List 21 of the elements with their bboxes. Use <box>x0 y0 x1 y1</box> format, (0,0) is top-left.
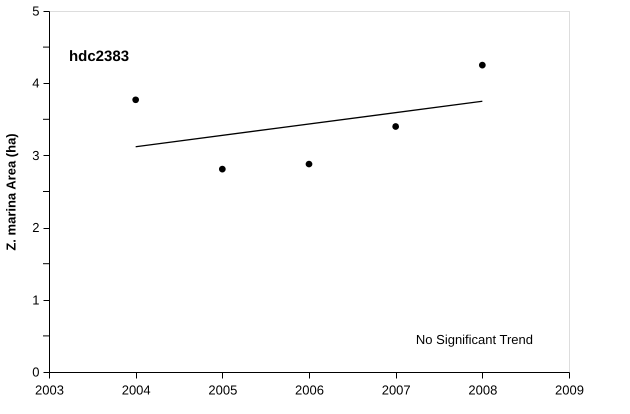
point <box>478 62 486 68</box>
point <box>218 166 226 172</box>
x-tick-label: 2003 <box>35 382 64 398</box>
y-tick-label: 2 <box>32 220 40 236</box>
x-tick-label: 2008 <box>468 382 498 398</box>
point <box>132 96 140 104</box>
x-tick-label: 2004 <box>122 382 151 398</box>
point <box>392 123 400 130</box>
text: hdc2383 <box>69 48 130 65</box>
y-axis-title: Z. marina Area (ha) <box>3 133 18 251</box>
y-tick-label: 0 <box>32 364 40 380</box>
y-tick-label: 4 <box>32 76 40 91</box>
point <box>306 160 312 168</box>
y-tick-label: 5 <box>32 4 40 18</box>
x-tick-label: 2006 <box>295 382 324 398</box>
y-tick-label: 1 <box>32 292 40 308</box>
x-tick-label: 2007 <box>382 382 411 398</box>
annotation: No Significant Trend <box>416 332 533 347</box>
x-tick-label: 2009 <box>555 382 584 398</box>
y-tick-label: 3 <box>32 148 40 163</box>
x-tick-label: 2005 <box>208 382 238 398</box>
